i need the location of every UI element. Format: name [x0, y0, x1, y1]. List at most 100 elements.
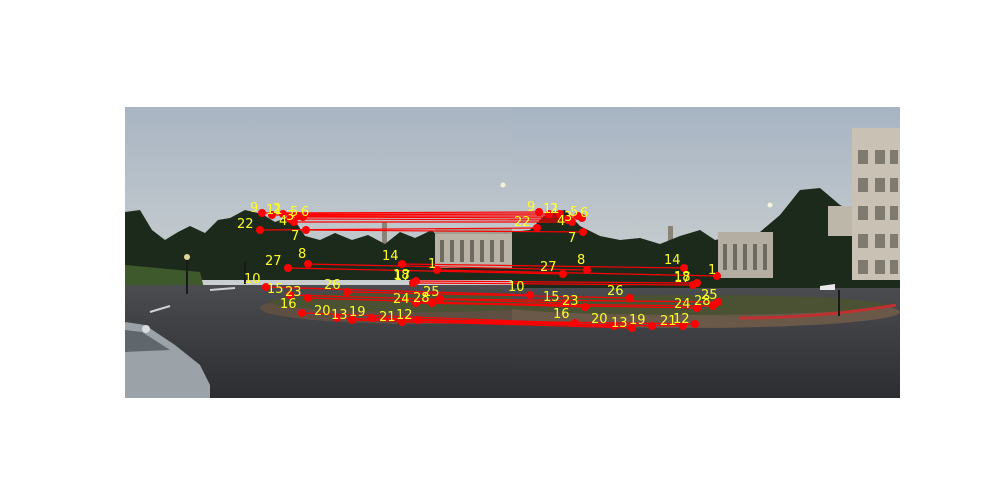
left-photo	[125, 107, 512, 398]
match-point-20-right	[610, 322, 618, 330]
match-label-17-left: 17	[394, 269, 411, 284]
match-point-13-right	[628, 324, 636, 332]
match-point-19-left	[368, 314, 376, 322]
match-label-2-left: 2	[273, 202, 281, 217]
match-label-1-right: 1	[708, 263, 716, 278]
match-label-16-right: 16	[553, 307, 570, 322]
match-label-21-left: 21	[379, 310, 396, 325]
match-label-25-right: 25	[701, 288, 718, 303]
match-line-11	[271, 213, 550, 216]
match-point-10-left	[262, 283, 270, 291]
match-line-10	[265, 286, 531, 296]
match-label-15-left: 15	[267, 282, 284, 297]
match-line-6	[302, 216, 583, 219]
match-label-13-left: 13	[331, 308, 348, 323]
match-label-8-left: 8	[298, 247, 306, 262]
match-line-1	[436, 269, 718, 277]
match-point-12-left	[414, 316, 422, 324]
match-point-23-left	[304, 294, 312, 302]
match-point-6-right	[578, 214, 586, 222]
match-point-14-right	[680, 264, 688, 272]
match-point-27-right	[559, 270, 567, 278]
match-line-28	[431, 302, 714, 307]
match-label-15-right: 15	[543, 290, 560, 305]
match-point-20-left	[333, 314, 341, 322]
match-line-15	[289, 294, 567, 304]
match-point-16-left	[298, 309, 306, 317]
match-label-12-right: 12	[673, 312, 690, 327]
match-label-11-right: 11	[543, 202, 560, 217]
match-point-28-right	[709, 302, 717, 310]
match-point-9-right	[535, 208, 543, 216]
match-line-26	[346, 291, 631, 299]
match-label-2-right: 2	[550, 202, 558, 217]
match-label-20-left: 20	[314, 304, 331, 319]
match-label-12-left: 12	[396, 308, 413, 323]
match-line-9	[261, 211, 540, 214]
match-label-7-right: 7	[568, 231, 576, 246]
right-photo	[512, 107, 900, 398]
match-point-15-right	[562, 299, 570, 307]
match-points	[256, 208, 722, 332]
match-point-22-right	[533, 224, 541, 232]
match-point-22-left	[256, 226, 264, 234]
match-point-18-left	[412, 277, 420, 285]
match-label-14-right: 14	[664, 253, 681, 268]
match-label-13-right: 13	[611, 316, 628, 331]
match-point-19-right	[648, 322, 656, 330]
match-label-1-left: 1	[428, 257, 436, 272]
match-label-8-right: 8	[577, 253, 585, 268]
match-point-8-right	[583, 266, 591, 274]
match-label-23-left: 23	[285, 285, 302, 300]
match-label-6-left: 6	[301, 205, 309, 220]
match-label-26-left: 26	[324, 278, 341, 293]
match-label-9-right: 9	[527, 200, 535, 215]
match-point-28-left	[428, 299, 436, 307]
match-label-21-right: 21	[660, 314, 677, 329]
match-point-6-left	[299, 213, 307, 221]
match-point-10-right	[526, 291, 534, 299]
match-label-14-left: 14	[382, 249, 399, 264]
match-point-7-right	[579, 228, 587, 236]
match-point-11-right	[545, 210, 553, 218]
match-point-4-left	[290, 218, 298, 226]
match-line-25	[439, 298, 719, 303]
match-point-25-left	[436, 295, 444, 303]
match-label-23-right: 23	[562, 294, 579, 309]
match-label-25-left: 25	[423, 285, 440, 300]
match-label-19-left: 19	[349, 305, 366, 320]
match-label-5-right: 5	[570, 205, 578, 220]
match-line-14	[401, 263, 685, 269]
match-label-24-right: 24	[674, 297, 691, 312]
match-point-23-right	[581, 303, 589, 311]
match-label-19-right: 19	[629, 313, 646, 328]
match-line-18	[415, 280, 698, 284]
match-point-26-left	[343, 288, 351, 296]
match-point-11-left	[268, 211, 276, 219]
match-label-6-right: 6	[580, 206, 588, 221]
match-label-27-right: 27	[540, 260, 557, 275]
match-line-8	[307, 263, 588, 271]
match-label-16-left: 16	[280, 297, 297, 312]
match-point-14-left	[398, 260, 406, 268]
match-label-17-right: 17	[674, 271, 691, 286]
match-label-22-left: 22	[237, 217, 254, 232]
match-point-8-left	[304, 260, 312, 268]
match-point-4-right	[568, 218, 576, 226]
match-lines	[259, 211, 719, 329]
match-label-3-right: 3	[564, 210, 572, 225]
match-line-3	[289, 218, 569, 221]
match-line-21	[401, 321, 684, 327]
match-label-4-right: 4	[557, 214, 565, 229]
match-point-12-right	[691, 320, 699, 328]
match-label-9-left: 9	[250, 201, 258, 216]
match-label-7-left: 7	[291, 229, 299, 244]
match-label-26-right: 26	[607, 284, 624, 299]
match-label-28-right: 28	[694, 294, 711, 309]
match-point-24-right	[693, 304, 701, 312]
match-line-16	[301, 312, 576, 324]
match-label-20-right: 20	[591, 312, 608, 327]
match-label-4-left: 4	[279, 214, 287, 229]
match-point-9-left	[258, 209, 266, 217]
